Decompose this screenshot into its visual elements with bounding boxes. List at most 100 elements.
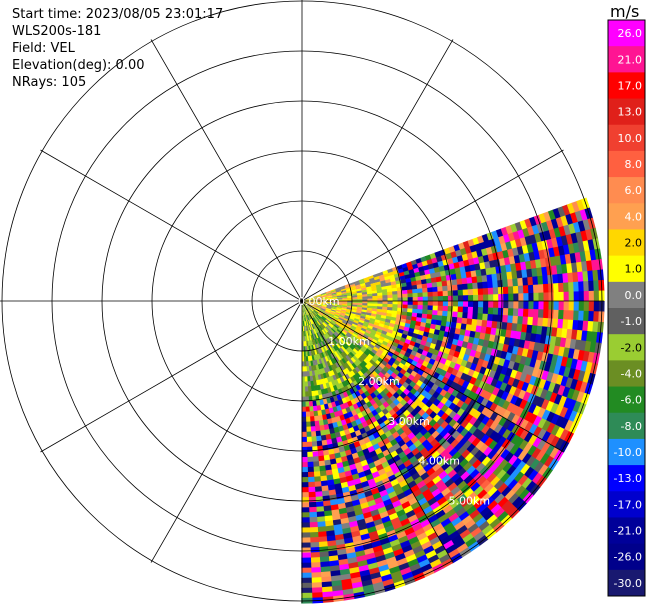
velocity-cell	[323, 424, 330, 431]
velocity-cell	[395, 509, 406, 518]
velocity-cell	[377, 306, 383, 310]
velocity-cell	[350, 325, 357, 330]
velocity-cell	[319, 429, 326, 437]
velocity-cell	[547, 309, 555, 320]
velocity-cell	[447, 306, 454, 312]
velocity-cell	[308, 511, 318, 518]
velocity-cell	[357, 349, 365, 356]
velocity-cell	[555, 374, 564, 386]
velocity-cell	[344, 379, 351, 387]
colorbar-tick-label: -4.0	[621, 367, 642, 380]
velocity-cell	[310, 365, 315, 372]
velocity-cell	[367, 296, 374, 299]
velocity-cell	[316, 294, 322, 297]
velocity-cell	[516, 380, 525, 391]
velocity-cell	[522, 277, 529, 287]
velocity-cell	[485, 267, 493, 276]
velocity-cell	[531, 447, 542, 460]
velocity-cell	[419, 472, 430, 482]
velocity-cell	[344, 326, 351, 331]
velocity-cell	[395, 530, 407, 540]
velocity-cell	[527, 403, 538, 415]
velocity-cell	[330, 364, 336, 371]
velocity-cell	[554, 426, 565, 440]
velocity-cell	[525, 480, 537, 493]
velocity-cell	[407, 301, 414, 306]
velocity-cell	[354, 337, 361, 343]
velocity-cell	[331, 319, 337, 324]
velocity-cell	[315, 333, 319, 339]
velocity-cell	[545, 411, 556, 424]
velocity-cell	[339, 370, 346, 378]
colorbar-tick-label: -1.0	[621, 315, 642, 328]
velocity-cell	[303, 310, 305, 317]
velocity-cell	[429, 518, 442, 529]
velocity-cell	[532, 405, 542, 417]
velocity-cell	[353, 339, 360, 345]
velocity-cell	[432, 305, 439, 311]
velocity-cell	[541, 409, 551, 422]
velocity-cell	[407, 289, 414, 294]
velocity-cell	[482, 382, 492, 393]
polar-grid	[0, 0, 604, 603]
velocity-cell	[458, 334, 466, 342]
velocity-cell	[334, 314, 340, 318]
velocity-cell	[341, 309, 347, 313]
velocity-cell	[317, 326, 323, 332]
velocity-cell	[301, 456, 308, 463]
velocity-cell	[307, 308, 312, 314]
velocity-cell	[583, 301, 590, 312]
velocity-cell	[329, 458, 337, 466]
velocity-cell	[313, 471, 321, 478]
velocity-cell	[326, 306, 333, 309]
velocity-cell	[464, 537, 477, 549]
velocity-cell	[318, 337, 323, 343]
velocity-cell	[460, 272, 468, 280]
velocity-cell	[301, 582, 313, 589]
velocity-cell	[346, 360, 352, 367]
velocity-cell	[302, 306, 304, 312]
velocity-cell	[318, 319, 324, 324]
velocity-cell	[371, 338, 379, 345]
velocity-cell	[356, 325, 363, 331]
velocity-cell	[521, 324, 528, 334]
velocity-cell	[454, 433, 465, 444]
velocity-cell	[382, 291, 388, 296]
velocity-cell	[310, 380, 314, 387]
velocity-cell	[304, 310, 307, 317]
velocity-cell	[569, 378, 579, 391]
velocity-cell	[309, 307, 315, 312]
velocity-cell	[437, 335, 445, 342]
velocity-cell	[434, 527, 447, 538]
velocity-cell	[323, 327, 329, 334]
azimuth-spoke	[301, 149, 564, 302]
velocity-cell	[342, 344, 348, 351]
velocity-cell	[424, 549, 437, 560]
velocity-cell	[523, 411, 534, 423]
velocity-cell	[510, 414, 521, 426]
velocity-cell	[325, 433, 332, 441]
velocity-cell	[309, 542, 320, 549]
velocity-cell	[462, 312, 469, 319]
velocity-cell	[568, 281, 575, 293]
velocity-cell	[338, 507, 348, 515]
velocity-cell	[309, 307, 315, 312]
velocity-cell	[457, 311, 464, 319]
velocity-cell	[311, 297, 318, 299]
velocity-cell	[401, 286, 408, 291]
velocity-cell	[417, 309, 424, 315]
velocity-cell	[321, 293, 328, 297]
velocity-cell	[330, 320, 336, 326]
velocity-cell	[398, 271, 406, 277]
velocity-cell	[437, 296, 444, 302]
velocity-cell	[336, 319, 343, 325]
velocity-cell	[331, 293, 338, 296]
velocity-cell	[528, 292, 535, 302]
velocity-cell	[320, 309, 326, 313]
velocity-cell	[356, 310, 363, 314]
velocity-cell	[311, 303, 318, 305]
velocity-cell	[321, 295, 328, 298]
velocity-cell	[428, 459, 439, 469]
velocity-cell	[328, 453, 336, 461]
velocity-cell	[534, 258, 542, 269]
